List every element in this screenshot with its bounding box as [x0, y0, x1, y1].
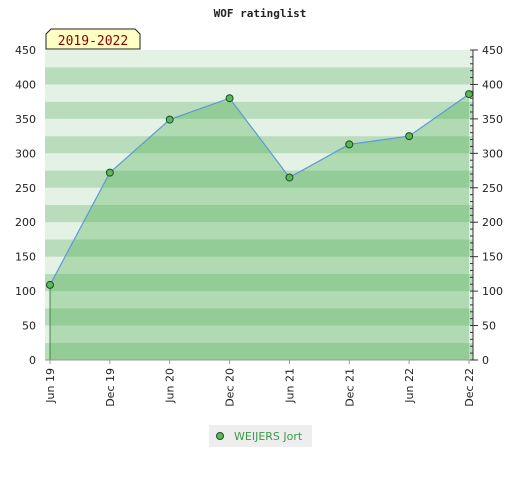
legend-box — [209, 425, 312, 447]
period-badge: 2019-2022 — [45, 28, 141, 50]
y-tick-label-left: 300 — [15, 147, 36, 160]
grid-band — [45, 118, 473, 137]
y-tick-label-left: 100 — [15, 285, 36, 298]
y-tick-label-right: 150 — [482, 251, 503, 264]
grid-band — [45, 325, 473, 343]
y-tick-label-right: 300 — [482, 147, 503, 160]
data-point — [165, 115, 174, 124]
y-tick-label-right: 50 — [482, 320, 496, 333]
grid-band — [45, 187, 473, 205]
grid-band — [45, 153, 473, 171]
y-axis-left: 0 50 100 150 200 250 300 350 400 450 — [15, 44, 36, 367]
data-point — [465, 90, 473, 99]
x-tick-label: Jun 20 — [164, 368, 177, 404]
grid-band — [45, 222, 473, 240]
y-tick-label-left: 50 — [22, 320, 36, 333]
x-tick-label: Dec 19 — [104, 368, 117, 407]
x-axis: Jun 19 Dec 19 Jun 20 Dec 20 Jun 21 Dec 21 Jun … — [44, 360, 476, 407]
x-tick-label: Jun 22 — [403, 368, 416, 404]
series-area — [50, 94, 469, 360]
data-point — [225, 94, 234, 103]
data-point — [46, 280, 54, 289]
grid-band — [45, 84, 473, 102]
y-tick-label-left: 400 — [15, 78, 36, 91]
y-tick-label-left: 0 — [29, 354, 36, 367]
grid-band — [45, 342, 473, 360]
x-tick-label: Dec 21 — [343, 368, 356, 407]
y-tick-label-left: 450 — [15, 44, 36, 57]
grid-band — [45, 170, 473, 188]
grid-band — [45, 205, 473, 223]
axes — [45, 49, 474, 361]
series-line — [49, 93, 470, 286]
grid-band — [45, 67, 473, 85]
y-tick-label-right: 200 — [482, 216, 503, 229]
y-tick-label-right: 400 — [482, 78, 503, 91]
grid-band — [45, 273, 473, 292]
data-point — [105, 168, 114, 177]
grid-band — [45, 50, 473, 68]
x-tick-label: Jun 19 — [44, 368, 57, 404]
period-badge-text: 2019-2022 — [58, 34, 128, 49]
legend-label: WEIJERS Jort — [234, 430, 303, 443]
grid-band — [45, 101, 473, 119]
chart-title: WOF ratinglist — [214, 7, 307, 20]
y-tick-label-right: 350 — [482, 113, 503, 126]
background-bands — [45, 50, 473, 360]
y-tick-label-right: 250 — [482, 182, 503, 195]
grid-band — [45, 308, 473, 326]
x-tick-label: Dec 22 — [463, 368, 476, 407]
y-tick-label-right: 450 — [482, 44, 503, 57]
x-tick-label: Jun 21 — [283, 368, 296, 404]
data-points — [46, 90, 473, 289]
y-tick-label-right: 100 — [482, 285, 503, 298]
legend-marker — [216, 432, 224, 440]
y-tick-label-right: 0 — [482, 354, 489, 367]
grid-band — [45, 136, 473, 154]
period-badge-shape — [45, 28, 141, 50]
legend: WEIJERS Jort — [209, 425, 312, 447]
data-point — [285, 173, 294, 182]
grid-band — [45, 239, 473, 257]
y-tick-label-left: 150 — [15, 251, 36, 264]
y-tick-label-left: 250 — [15, 182, 36, 195]
x-tick-label: Dec 20 — [224, 368, 237, 407]
data-point — [345, 140, 354, 149]
grid-band — [45, 291, 473, 309]
grid-band — [45, 256, 473, 274]
y-axis-right: 0 50 100 150 200 250 300 350 400 450 — [473, 44, 503, 367]
y-tick-label-left: 200 — [15, 216, 36, 229]
data-point — [405, 132, 414, 141]
area-layer — [49, 93, 470, 360]
y-tick-label-left: 350 — [15, 113, 36, 126]
